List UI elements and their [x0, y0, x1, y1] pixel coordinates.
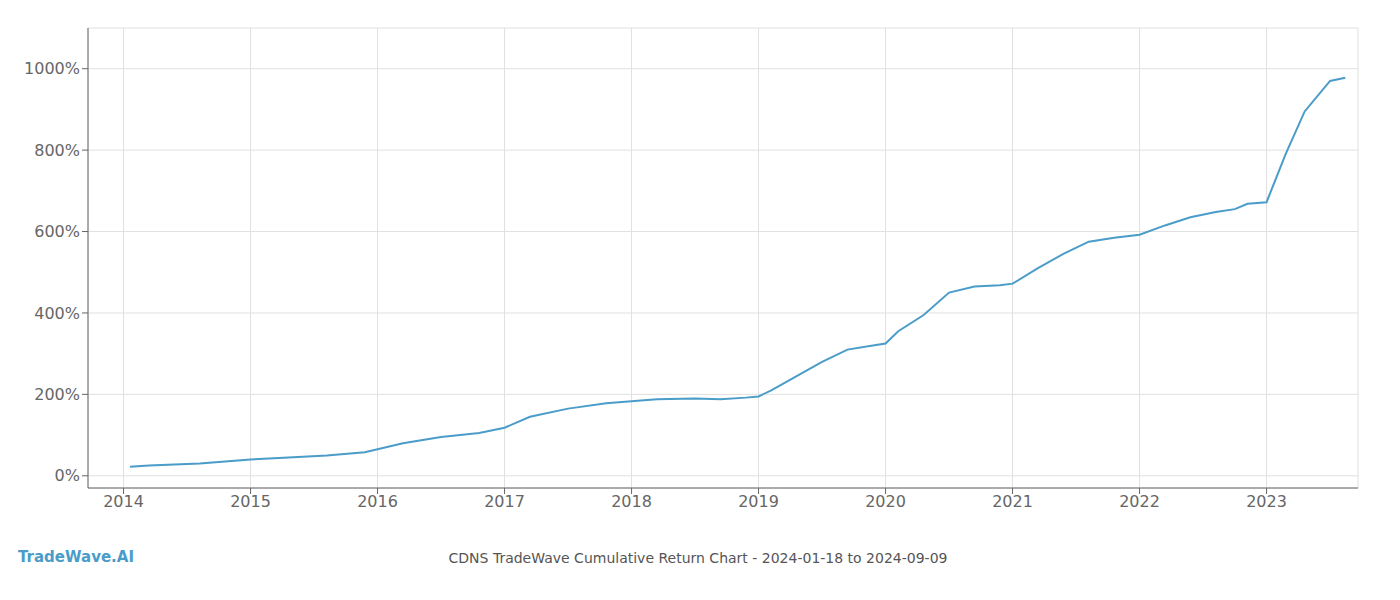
svg-text:2020: 2020	[865, 492, 906, 511]
svg-text:600%: 600%	[34, 222, 80, 241]
svg-text:2016: 2016	[357, 492, 398, 511]
html-text:CDNS TradeWave Cumulative Retu: CDNS TradeWave Cumulative Return Chart -…	[448, 550, 948, 566]
svg-text:800%: 800%	[34, 141, 80, 160]
svg-text:2015: 2015	[230, 492, 271, 511]
svg-text:400%: 400%	[34, 304, 80, 323]
svg-text:2014: 2014	[103, 492, 144, 511]
html-text:TradeWave.AI: TradeWave.AI	[18, 548, 134, 566]
svg-text:200%: 200%	[34, 385, 80, 404]
svg-text:2022: 2022	[1119, 492, 1160, 511]
svg-text:2023: 2023	[1246, 492, 1287, 511]
svg-text:1000%: 1000%	[24, 59, 80, 78]
svg-text:2019: 2019	[738, 492, 779, 511]
svg-text:0%: 0%	[55, 466, 80, 485]
svg-text:2018: 2018	[611, 492, 652, 511]
svg-text:2021: 2021	[992, 492, 1033, 511]
svg-text:2017: 2017	[484, 492, 525, 511]
